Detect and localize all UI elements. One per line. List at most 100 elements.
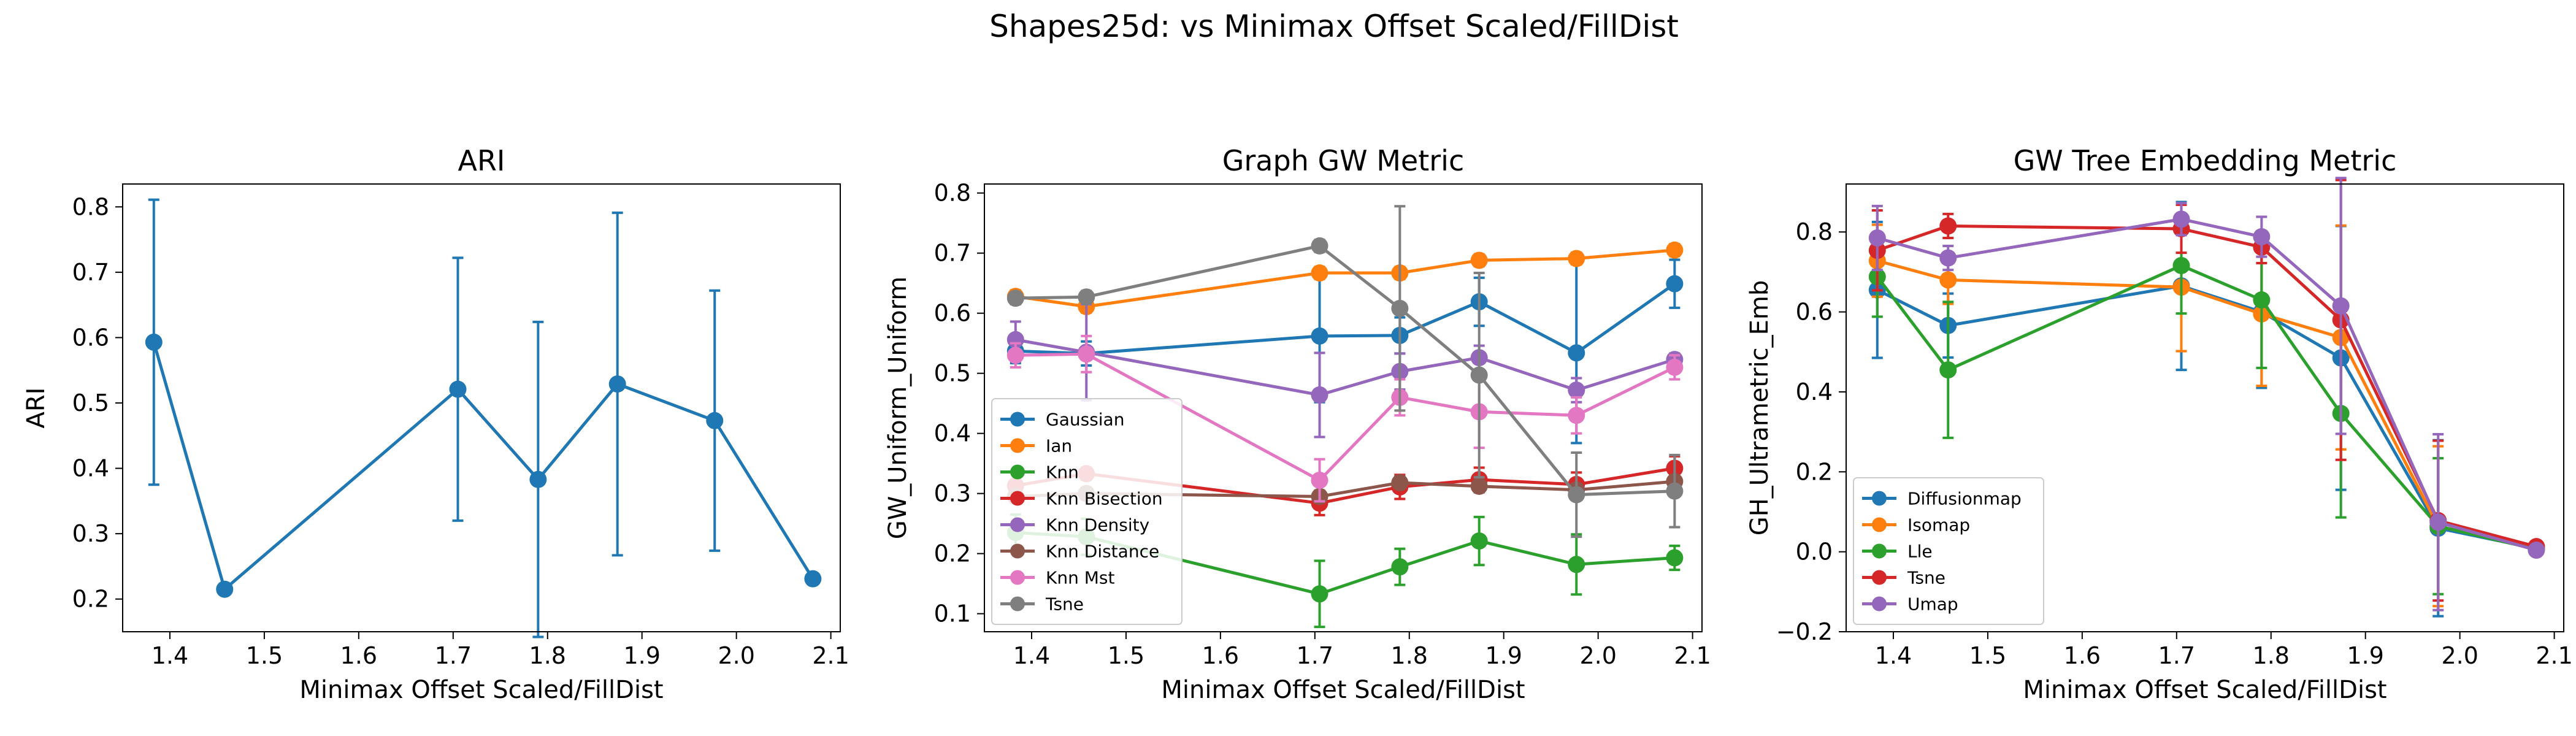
subplots: ARI 1.4 1.5 1.6 1.7 1.8 1.9 2.0 2.1 0.2 0.3 0.4 0.5 0… <box>22 144 2573 704</box>
data-point <box>1391 558 1409 576</box>
data-point <box>1666 482 1684 500</box>
axes-frame <box>1846 183 2564 632</box>
y-tick-label: 0.2 <box>934 540 971 567</box>
data-point <box>1470 251 1488 269</box>
legend-marker <box>1010 438 1025 453</box>
data-point <box>1311 264 1328 282</box>
legend-frame <box>991 398 1183 625</box>
data-point <box>2332 297 2350 315</box>
x-tick-label: 2.0 <box>2441 642 2478 669</box>
data-point <box>1666 358 1684 376</box>
y-tick-label: 0.7 <box>72 259 109 286</box>
y-tick-label: 0.2 <box>1796 458 1833 485</box>
series-group <box>1868 177 2545 618</box>
axes-frame <box>122 183 841 632</box>
y-tick-label: 0.1 <box>934 600 971 627</box>
y-tick-label: 0.4 <box>934 420 971 447</box>
data-point <box>706 412 724 429</box>
subplot-2: Graph GW Metric 1.4 1.5 1.6 1.7 1.8 1.9 2.0 2.1 0… <box>884 144 1711 704</box>
y-tick-label: −0.2 <box>1776 618 1833 645</box>
data-point <box>1311 237 1328 255</box>
data-point <box>1078 288 1095 306</box>
data-point <box>1006 347 1024 364</box>
x-axis-label: Minimax Offset Scaled/FillDist <box>1161 676 1525 704</box>
data-point <box>529 470 547 488</box>
legend-marker <box>1010 543 1025 559</box>
x-tick-label: 2.0 <box>718 642 754 669</box>
data-point <box>1078 345 1095 363</box>
legend-marker <box>1010 491 1025 506</box>
data-point <box>2253 228 2271 246</box>
series-umap <box>1868 177 2545 611</box>
y-tick-label: 0.5 <box>72 389 109 416</box>
data-point <box>1868 229 1886 247</box>
figure-suptitle: Shapes25d: vs Minimax Offset Scaled/Fill… <box>989 9 1679 44</box>
y-tick-label: 0.4 <box>1796 378 1833 405</box>
legend-marker <box>1872 596 1887 611</box>
y-tick-label: 0.7 <box>934 240 971 267</box>
x-tick-label: 2.1 <box>812 642 849 669</box>
x-tick-label: 1.5 <box>1108 642 1144 669</box>
legend-marker <box>1872 517 1887 532</box>
x-tick-label: 2.1 <box>1674 642 1711 669</box>
x-tick-label: 1.9 <box>2347 642 2383 669</box>
data-point <box>1666 549 1684 567</box>
data-point <box>1311 386 1328 404</box>
legend: Gaussian Ian Knn Knn Bisection Knn Density Kn… <box>991 398 1183 625</box>
y-tick-label: 0.4 <box>72 455 109 482</box>
x-tick-label: 1.9 <box>1485 642 1522 669</box>
subplot-1: ARI 1.4 1.5 1.6 1.7 1.8 1.9 2.0 2.1 0.2 0.3 0.4 0.5 0… <box>22 144 849 704</box>
legend-marker <box>1872 491 1887 506</box>
data-point <box>1311 472 1328 489</box>
data-point <box>2429 513 2447 531</box>
data-point <box>216 580 234 598</box>
x-tick-label: 1.5 <box>246 642 283 669</box>
y-tick-label: 0.5 <box>934 360 971 387</box>
y-tick-label: 0.0 <box>1796 539 1833 565</box>
subplot-title: ARI <box>458 144 505 177</box>
legend-label: Tsne <box>1045 594 1084 615</box>
data-point <box>1568 556 1585 573</box>
legend-label: Knn Bisection <box>1046 489 1163 509</box>
x-tick-label: 1.8 <box>529 642 566 669</box>
data-point <box>1568 250 1585 267</box>
legend-label: Knn Density <box>1046 515 1149 535</box>
data-point <box>1568 381 1585 399</box>
series-0 <box>145 198 822 638</box>
y-axis-label: GW_Uniform_Uniform <box>884 277 912 540</box>
legend-label: Umap <box>1907 594 1958 615</box>
data-point <box>1666 241 1684 259</box>
y-axis-label: ARI <box>22 388 50 429</box>
x-tick-label: 2.0 <box>1579 642 1616 669</box>
data-point <box>2172 210 2190 228</box>
x-tick-label: 1.4 <box>1013 642 1050 669</box>
data-point <box>449 380 467 398</box>
legend-marker <box>1872 543 1887 559</box>
data-point <box>145 333 163 351</box>
data-point <box>1311 585 1328 603</box>
y-tick-label: 0.8 <box>72 193 109 220</box>
data-point <box>1939 217 1957 235</box>
y-axis-label: GH_Ultrametric_Emb <box>1746 280 1774 536</box>
x-tick-label: 1.6 <box>340 642 377 669</box>
series-group <box>1006 205 1684 629</box>
x-tick-label: 1.8 <box>2253 642 2290 669</box>
data-point <box>2528 542 2545 559</box>
y-tick-label: 0.3 <box>934 480 971 507</box>
y-tick-label: 0.8 <box>934 180 971 207</box>
data-point <box>1006 289 1024 307</box>
subplot-3: GW Tree Embedding Metric 1.4 1.5 1.6 1.7 1.8 1… <box>1746 144 2573 704</box>
x-tick-label: 2.1 <box>2536 642 2572 669</box>
data-point <box>1568 407 1585 424</box>
y-tick-label: 0.2 <box>72 586 109 613</box>
data-point <box>1470 532 1488 550</box>
y-tick-label: 0.3 <box>72 520 109 547</box>
x-tick-label: 1.6 <box>2064 642 2101 669</box>
legend-label: Knn <box>1046 462 1079 483</box>
x-tick-label: 1.7 <box>1297 642 1333 669</box>
data-point <box>1391 299 1409 317</box>
data-point <box>608 375 626 393</box>
data-point <box>1470 366 1488 384</box>
